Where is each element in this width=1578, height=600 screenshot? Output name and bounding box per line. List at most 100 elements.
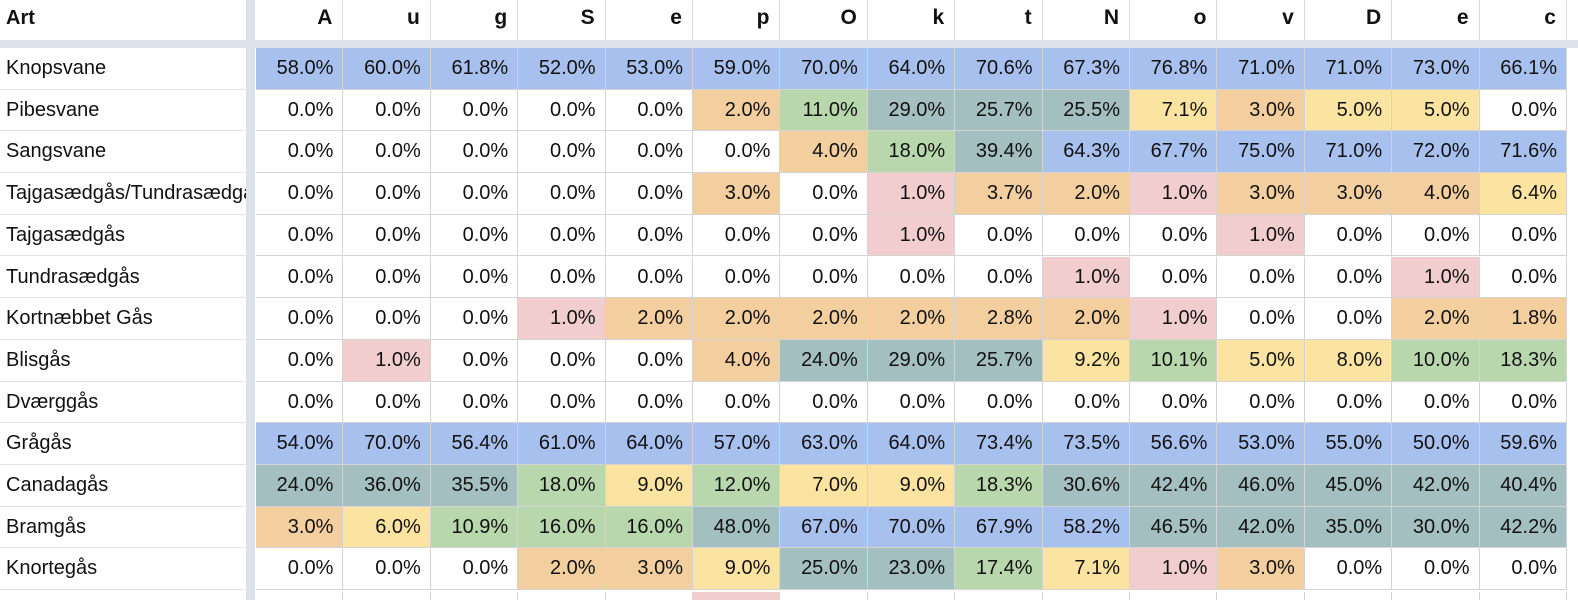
value-cell[interactable]: 53.0% bbox=[605, 48, 693, 90]
value-cell[interactable]: 0.0% bbox=[867, 381, 956, 424]
value-cell[interactable]: 0.0% bbox=[343, 256, 431, 299]
value-cell[interactable]: 46.0% bbox=[1217, 465, 1305, 507]
value-cell[interactable]: 0.0% bbox=[780, 173, 868, 215]
value-cell[interactable]: 17.4% bbox=[955, 548, 1043, 591]
value-cell[interactable]: 0.0% bbox=[1217, 381, 1305, 424]
value-cell[interactable]: 18.0% bbox=[867, 131, 956, 174]
column-header-13[interactable]: D bbox=[1305, 0, 1393, 40]
value-cell[interactable]: 0.0% bbox=[256, 381, 344, 424]
value-cell[interactable]: 24.0% bbox=[256, 465, 344, 507]
value-cell[interactable]: 0.0% bbox=[256, 131, 344, 174]
value-cell[interactable]: 0.0% bbox=[430, 214, 519, 257]
value-cell[interactable]: 3.0% bbox=[1304, 173, 1393, 215]
value-cell[interactable]: 0.0% bbox=[1392, 214, 1480, 257]
value-cell[interactable]: 10.1% bbox=[1130, 339, 1218, 382]
value-cell[interactable]: 0.0% bbox=[1217, 256, 1305, 299]
value-cell[interactable]: 0.0% bbox=[1392, 548, 1480, 591]
partial-row-cell[interactable] bbox=[1217, 592, 1305, 600]
value-cell[interactable]: 0.0% bbox=[256, 298, 344, 340]
value-cell[interactable]: 0.0% bbox=[605, 381, 693, 424]
value-cell[interactable]: 0.0% bbox=[430, 131, 519, 174]
value-cell[interactable]: 1.0% bbox=[343, 339, 431, 382]
partial-row-cell[interactable] bbox=[1042, 592, 1130, 600]
value-cell[interactable]: 70.6% bbox=[955, 48, 1043, 90]
value-cell[interactable]: 0.0% bbox=[867, 256, 956, 299]
value-cell[interactable]: 3.0% bbox=[1217, 548, 1305, 591]
value-cell[interactable]: 10.9% bbox=[430, 506, 519, 549]
value-cell[interactable]: 54.0% bbox=[256, 423, 344, 465]
column-header-8[interactable]: k bbox=[868, 0, 956, 40]
value-cell[interactable]: 58.0% bbox=[256, 48, 344, 90]
value-cell[interactable]: 18.0% bbox=[518, 465, 606, 507]
value-cell[interactable]: 0.0% bbox=[256, 256, 344, 299]
value-cell[interactable]: 0.0% bbox=[430, 381, 519, 424]
value-cell[interactable]: 23.0% bbox=[867, 548, 956, 591]
value-cell[interactable]: 0.0% bbox=[518, 339, 606, 382]
species-name-cell[interactable]: Knopsvane bbox=[0, 48, 246, 90]
value-cell[interactable]: 0.0% bbox=[256, 548, 344, 591]
value-cell[interactable]: 0.0% bbox=[256, 339, 344, 382]
value-cell[interactable]: 42.0% bbox=[1392, 465, 1480, 507]
value-cell[interactable]: 9.0% bbox=[867, 465, 956, 507]
value-cell[interactable]: 0.0% bbox=[955, 256, 1043, 299]
value-cell[interactable]: 2.0% bbox=[693, 298, 781, 340]
value-cell[interactable]: 0.0% bbox=[343, 381, 431, 424]
value-cell[interactable]: 30.6% bbox=[1042, 465, 1130, 507]
partial-row-cell[interactable] bbox=[343, 592, 431, 600]
value-cell[interactable]: 0.0% bbox=[343, 89, 431, 132]
value-cell[interactable]: 1.8% bbox=[1479, 298, 1567, 340]
value-cell[interactable]: 0.0% bbox=[605, 256, 693, 299]
value-cell[interactable]: 61.0% bbox=[518, 423, 606, 465]
column-header-9[interactable]: t bbox=[955, 0, 1043, 40]
value-cell[interactable]: 0.0% bbox=[693, 256, 781, 299]
partial-row-cell[interactable] bbox=[1392, 592, 1480, 600]
value-cell[interactable]: 0.0% bbox=[1479, 256, 1567, 299]
value-cell[interactable]: 0.0% bbox=[780, 214, 868, 257]
value-cell[interactable]: 0.0% bbox=[343, 298, 431, 340]
value-cell[interactable]: 0.0% bbox=[430, 298, 519, 340]
value-cell[interactable]: 36.0% bbox=[343, 465, 431, 507]
species-name-cell[interactable]: Tajgasædgås bbox=[0, 214, 246, 257]
value-cell[interactable]: 0.0% bbox=[518, 381, 606, 424]
species-name-cell[interactable]: Pibesvane bbox=[0, 89, 246, 132]
column-header-3[interactable]: g bbox=[431, 0, 519, 40]
species-name-cell[interactable]: Tajgasædgås/Tundrasædgås bbox=[0, 173, 246, 215]
value-cell[interactable]: 0.0% bbox=[780, 256, 868, 299]
value-cell[interactable]: 70.0% bbox=[780, 48, 868, 90]
partial-row-cell[interactable] bbox=[518, 592, 606, 600]
value-cell[interactable]: 7.1% bbox=[1130, 89, 1218, 132]
value-cell[interactable]: 0.0% bbox=[605, 214, 693, 257]
value-cell[interactable]: 0.0% bbox=[430, 548, 519, 591]
value-cell[interactable]: 3.0% bbox=[693, 173, 781, 215]
value-cell[interactable]: 67.3% bbox=[1042, 48, 1130, 90]
value-cell[interactable]: 56.6% bbox=[1130, 423, 1218, 465]
value-cell[interactable]: 64.0% bbox=[605, 423, 693, 465]
column-header-7[interactable]: O bbox=[780, 0, 868, 40]
value-cell[interactable]: 0.0% bbox=[605, 89, 693, 132]
value-cell[interactable]: 67.9% bbox=[955, 506, 1043, 549]
value-cell[interactable]: 0.0% bbox=[1479, 89, 1567, 132]
value-cell[interactable]: 8.0% bbox=[1304, 339, 1393, 382]
value-cell[interactable]: 60.0% bbox=[343, 48, 431, 90]
value-cell[interactable]: 0.0% bbox=[693, 214, 781, 257]
value-cell[interactable]: 0.0% bbox=[1304, 214, 1393, 257]
value-cell[interactable]: 1.0% bbox=[867, 214, 956, 257]
species-name-cell[interactable]: Dværggås bbox=[0, 381, 246, 424]
value-cell[interactable]: 0.0% bbox=[780, 381, 868, 424]
value-cell[interactable]: 3.7% bbox=[955, 173, 1043, 215]
value-cell[interactable]: 71.6% bbox=[1479, 131, 1567, 174]
value-cell[interactable]: 73.5% bbox=[1042, 423, 1130, 465]
value-cell[interactable]: 0.0% bbox=[605, 339, 693, 382]
partial-row-cell[interactable] bbox=[605, 592, 693, 600]
partial-row-cell[interactable] bbox=[430, 592, 519, 600]
value-cell[interactable]: 0.0% bbox=[1130, 214, 1218, 257]
value-cell[interactable]: 0.0% bbox=[955, 214, 1043, 257]
value-cell[interactable]: 0.0% bbox=[430, 339, 519, 382]
value-cell[interactable]: 35.5% bbox=[430, 465, 519, 507]
value-cell[interactable]: 0.0% bbox=[430, 173, 519, 215]
value-cell[interactable]: 6.4% bbox=[1479, 173, 1567, 215]
value-cell[interactable]: 0.0% bbox=[518, 256, 606, 299]
value-cell[interactable]: 0.0% bbox=[343, 214, 431, 257]
value-cell[interactable]: 18.3% bbox=[955, 465, 1043, 507]
value-cell[interactable]: 64.0% bbox=[867, 48, 956, 90]
